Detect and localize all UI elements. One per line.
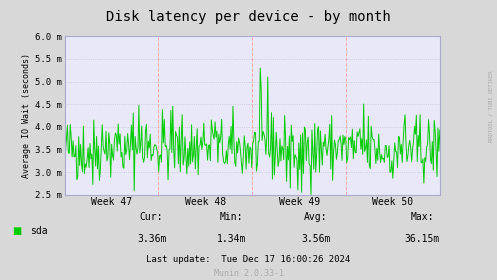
Text: 3.36m: 3.36m <box>137 234 166 244</box>
Y-axis label: Average IO Wait (seconds): Average IO Wait (seconds) <box>22 53 31 178</box>
Text: 1.34m: 1.34m <box>216 234 246 244</box>
Text: sda: sda <box>30 226 47 236</box>
Text: Munin 2.0.33-1: Munin 2.0.33-1 <box>214 269 283 278</box>
Text: Last update:  Tue Dec 17 16:00:26 2024: Last update: Tue Dec 17 16:00:26 2024 <box>147 255 350 264</box>
Text: ■: ■ <box>12 226 22 236</box>
Text: 3.56m: 3.56m <box>301 234 331 244</box>
Text: 36.15m: 36.15m <box>405 234 440 244</box>
Text: Max:: Max: <box>411 212 434 222</box>
Text: Disk latency per device - by month: Disk latency per device - by month <box>106 10 391 24</box>
Text: Avg:: Avg: <box>304 212 328 222</box>
Text: Cur:: Cur: <box>140 212 164 222</box>
Text: Min:: Min: <box>219 212 243 222</box>
Text: RRDTOOL / TOBI OETIKER: RRDTOOL / TOBI OETIKER <box>489 71 494 142</box>
